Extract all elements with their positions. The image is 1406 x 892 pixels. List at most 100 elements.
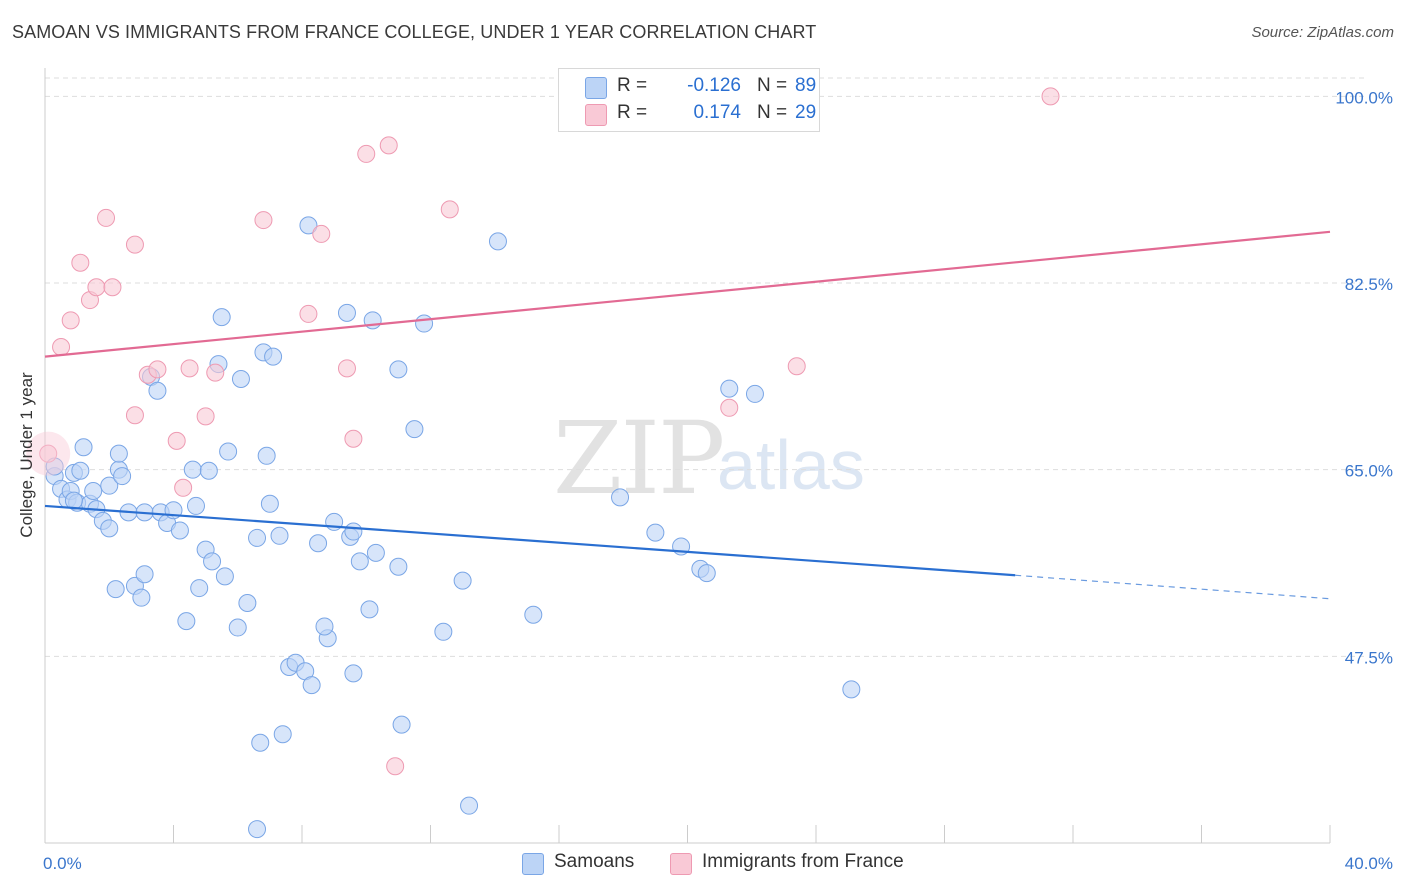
france-point (206, 363, 225, 382)
samoans-point (212, 308, 231, 327)
france-point (357, 144, 376, 163)
legend-r-value: -0.126 (687, 75, 741, 96)
samoans-point (190, 579, 209, 598)
samoans-trend-extension (1015, 574, 1331, 600)
samoans-point (299, 216, 318, 235)
samoans-point (392, 715, 411, 734)
samoans-point (389, 557, 408, 576)
france-point (386, 757, 405, 776)
legend-swatch-samoans (585, 77, 607, 99)
samoans-point (389, 360, 408, 379)
legend-r-value: 0.174 (693, 102, 741, 123)
x-tick-label: 0.0% (43, 854, 82, 873)
samoans-point (842, 680, 861, 699)
samoans-point (273, 725, 292, 744)
france-point (379, 136, 398, 155)
france-point (97, 208, 116, 227)
samoans-point (264, 347, 283, 366)
y-tick-label: 100.0% (1335, 88, 1393, 107)
legend-swatch-france (670, 853, 692, 875)
legend-n-value: 89 (795, 75, 817, 96)
france-point (1041, 87, 1060, 106)
france-point (312, 224, 331, 243)
france-point (720, 398, 739, 417)
samoans-point (248, 528, 267, 547)
samoans-point (199, 461, 218, 480)
samoans-point (109, 444, 128, 463)
samoans-point (453, 571, 472, 590)
legend-swatch-france (585, 104, 607, 126)
samoans-point (84, 482, 103, 500)
samoans-point (720, 379, 739, 398)
france-point (167, 431, 186, 450)
france-point (125, 235, 144, 254)
samoans-point (113, 467, 132, 486)
samoans-trend-line (44, 504, 1016, 577)
data-points (26, 87, 1060, 839)
samoans-point (460, 796, 479, 815)
france-point (52, 338, 71, 356)
samoans-point (135, 565, 154, 584)
france-point (180, 359, 199, 378)
y-tick-label: 82.5% (1345, 275, 1393, 294)
y-tick-label: 47.5% (1345, 648, 1393, 667)
samoans-point (238, 594, 257, 612)
samoans-point (611, 488, 630, 507)
france-point (87, 278, 106, 297)
france-point (337, 359, 356, 378)
samoans-point (260, 494, 279, 513)
samoans-point (257, 446, 276, 465)
samoans-point (183, 460, 202, 479)
samoans-point (106, 580, 125, 599)
samoans-point (71, 461, 90, 480)
samoans-point (360, 600, 379, 619)
legend-swatch-samoans (522, 853, 544, 875)
samoans-point (366, 543, 385, 562)
france-point (71, 253, 90, 272)
legend-label-samoans: Samoans (554, 851, 635, 872)
samoans-point (74, 438, 93, 457)
samoans-point (697, 564, 716, 583)
legend-label-france: Immigrants from France (702, 851, 904, 872)
chart-title: SAMOAN VS IMMIGRANTS FROM FRANCE COLLEGE… (12, 22, 817, 42)
watermark-atlas: atlas (717, 426, 865, 504)
samoans-point (177, 612, 196, 631)
legend-n-label: N = (757, 75, 788, 96)
legend-r-label: R = (617, 75, 648, 96)
samoans-point (228, 618, 247, 637)
france-point (440, 200, 459, 219)
samoans-point (524, 605, 543, 624)
france-point (148, 360, 167, 379)
source-label: Source: ZipAtlas.com (1251, 24, 1394, 41)
france-point (26, 431, 71, 476)
france-point (39, 444, 58, 463)
samoans-point (344, 664, 363, 683)
samoans-point (344, 522, 363, 541)
france-point (174, 478, 193, 497)
legend-r-label: R = (617, 102, 648, 123)
samoans-point (203, 552, 222, 571)
france-trend-line (44, 230, 1331, 358)
watermark-zip: ZIP (553, 400, 725, 517)
axes (44, 68, 1331, 844)
france-point (125, 406, 144, 425)
france-point (787, 357, 806, 376)
samoans-point (100, 519, 119, 538)
samoans-point (315, 617, 334, 636)
samoans-point (231, 370, 250, 388)
samoans-point (215, 567, 234, 586)
grid-lines (45, 77, 1365, 657)
samoans-point (434, 622, 453, 641)
samoans-point (219, 442, 238, 461)
samoans-point (309, 534, 328, 553)
samoans-point (302, 676, 321, 695)
trend-lines (44, 230, 1331, 600)
france-point (299, 304, 318, 323)
samoans-point (186, 496, 205, 515)
y-axis-label: College, Under 1 year (17, 372, 36, 538)
france-point (103, 278, 122, 297)
samoans-point (148, 381, 167, 400)
samoans-point (350, 552, 369, 571)
y-tick-label: 65.0% (1345, 462, 1393, 481)
